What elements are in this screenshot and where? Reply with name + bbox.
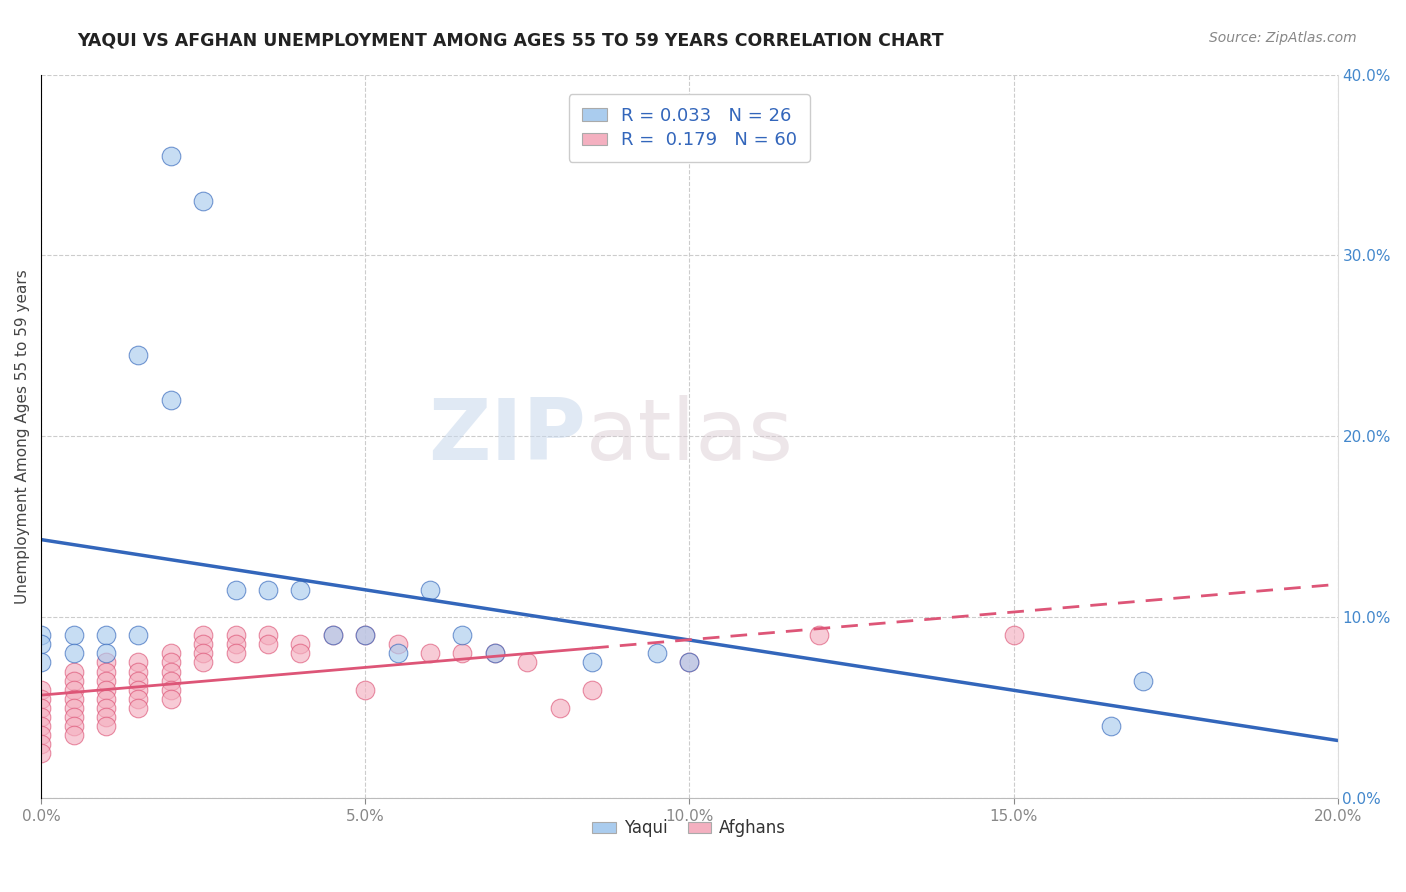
Point [516,656,538,670]
Point [354,628,377,642]
Point [159,647,181,661]
Point [159,691,181,706]
Point [62,647,84,661]
Point [645,647,668,661]
Point [678,656,700,670]
Point [548,700,571,714]
Point [62,673,84,688]
Point [225,647,247,661]
Point [30,719,52,733]
Point [62,710,84,724]
Point [290,647,312,661]
Y-axis label: Unemployment Among Ages 55 to 59 years: Unemployment Among Ages 55 to 59 years [15,269,30,604]
Point [30,682,52,697]
Point [484,647,506,661]
Point [322,628,344,642]
Point [193,656,215,670]
Point [290,637,312,651]
Point [159,682,181,697]
Point [127,656,149,670]
Point [581,682,603,697]
Point [1099,719,1122,733]
Text: Source: ZipAtlas.com: Source: ZipAtlas.com [1209,31,1357,45]
Point [62,682,84,697]
Point [419,647,441,661]
Point [159,656,181,670]
Point [127,348,149,362]
Point [62,628,84,642]
Point [451,628,474,642]
Point [30,628,52,642]
Point [387,647,409,661]
Point [94,647,117,661]
Point [581,656,603,670]
Point [94,665,117,679]
Point [62,700,84,714]
Point [62,665,84,679]
Text: ZIP: ZIP [427,395,586,478]
Point [127,628,149,642]
Point [159,393,181,408]
Point [419,583,441,598]
Point [257,628,280,642]
Point [94,700,117,714]
Point [30,710,52,724]
Text: atlas: atlas [586,395,793,478]
Point [30,700,52,714]
Point [94,691,117,706]
Point [94,628,117,642]
Point [94,719,117,733]
Legend: Yaqui, Afghans: Yaqui, Afghans [586,813,793,844]
Point [225,637,247,651]
Point [127,682,149,697]
Point [354,682,377,697]
Point [354,628,377,642]
Point [678,656,700,670]
Point [62,691,84,706]
Point [257,583,280,598]
Point [387,637,409,651]
Point [127,673,149,688]
Point [127,691,149,706]
Point [193,647,215,661]
Point [94,710,117,724]
Point [30,691,52,706]
Point [94,673,117,688]
Point [193,194,215,209]
Point [193,628,215,642]
Point [808,628,831,642]
Point [127,700,149,714]
Point [1002,628,1025,642]
Point [159,149,181,163]
Point [62,719,84,733]
Point [484,647,506,661]
Point [290,583,312,598]
Point [30,746,52,760]
Point [30,728,52,742]
Point [30,637,52,651]
Point [159,665,181,679]
Point [94,682,117,697]
Point [62,728,84,742]
Text: YAQUI VS AFGHAN UNEMPLOYMENT AMONG AGES 55 TO 59 YEARS CORRELATION CHART: YAQUI VS AFGHAN UNEMPLOYMENT AMONG AGES … [77,31,943,49]
Point [30,737,52,751]
Point [30,656,52,670]
Point [127,665,149,679]
Point [322,628,344,642]
Point [159,673,181,688]
Point [1132,673,1154,688]
Point [225,628,247,642]
Point [193,637,215,651]
Point [451,647,474,661]
Point [94,656,117,670]
Point [225,583,247,598]
Point [257,637,280,651]
